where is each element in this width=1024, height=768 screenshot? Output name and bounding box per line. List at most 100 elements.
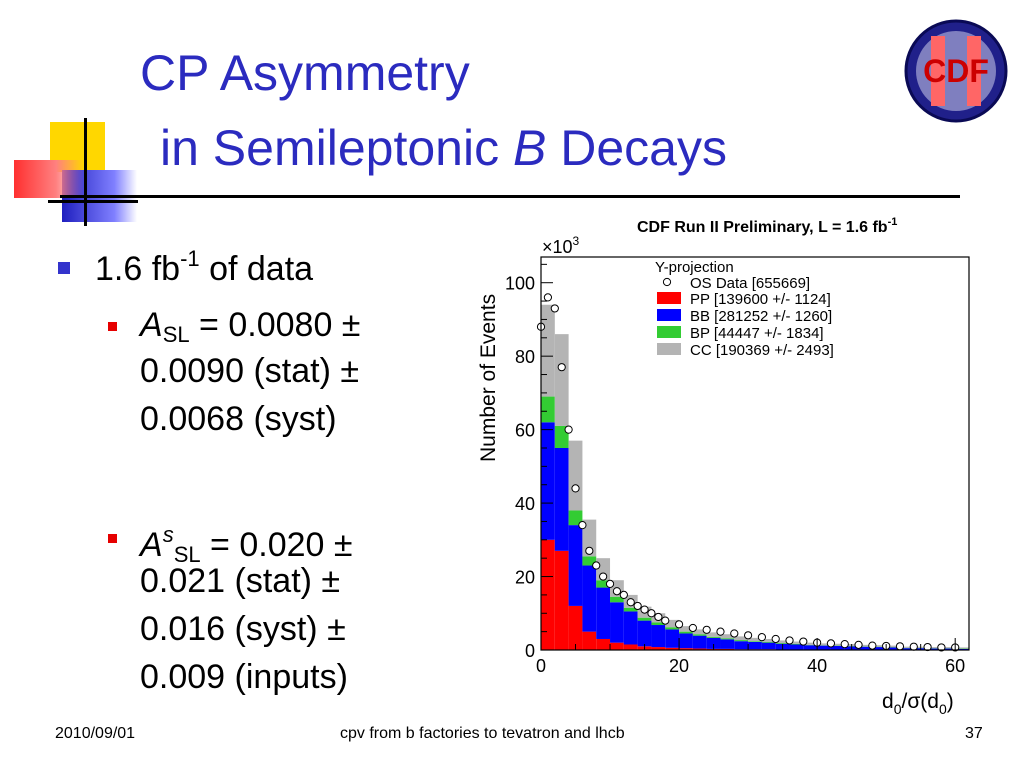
footer-center-text: cpv from b factories to tevatron and lhc… [340,725,625,742]
data-point [771,634,780,644]
data-point [730,629,739,638]
bar-bp [541,396,555,423]
data-point [647,609,656,618]
sub-bullet-marker [108,534,117,543]
bar-pp [554,550,569,650]
bar-bb [610,602,624,643]
bar-cc [720,634,735,639]
bar-bb [706,637,721,649]
y-axis-label: Number of Events [477,294,500,462]
bar-cc [541,304,555,397]
x-tick-label: 60 [945,656,965,676]
x-tick-label: 40 [807,656,827,676]
data-point [840,640,849,649]
bar-cc [568,440,583,511]
y-multiplier: ×103 [542,234,580,257]
bar-cc [761,638,776,642]
bar-pp [692,648,707,650]
bar-bb [899,648,914,650]
data-point [909,642,918,651]
bar-cc [554,334,569,426]
title-divider [60,195,960,198]
legend-swatch [657,309,681,321]
bar-bp [596,580,611,588]
data-point [557,363,566,372]
y-tick-label: 80 [515,347,535,367]
bar-bb [817,645,831,650]
bar-bb [637,620,652,647]
data-point [633,601,642,611]
x-axis-label: d0/σ(d0) [882,690,954,717]
bar-bb [541,422,555,540]
bar-bb [830,645,845,650]
data-point [571,484,580,493]
bar-bp [610,596,624,603]
bar-bp [706,636,721,638]
bar-bp [623,607,638,612]
bullet-marker [58,262,70,274]
legend-label: BB [281252 +/- 1260] [690,308,832,325]
bar-bb [803,645,818,650]
legend-label: OS Data [655669] [690,275,810,292]
bar-pp [610,642,624,650]
data-point [674,620,684,629]
cdf-logo: CDF [903,18,1009,124]
data-point [743,631,753,640]
data-point [592,561,601,570]
data-point [716,627,725,636]
data-point [661,616,670,625]
bar-cc [789,641,804,644]
legend-label: PP [139600 +/- 1124] [690,291,831,308]
bullet-as-sl-line3: 0.016 (syst) ± [140,610,346,648]
data-point [605,579,615,588]
data-point [923,642,932,652]
legend-title: Y-projection [655,259,734,276]
decor-red-square [14,160,84,198]
bar-cc [748,637,762,642]
bullet-a-sl-line3: 0.0068 (syst) [140,400,337,438]
bar-pp [568,605,583,650]
bar-bp [679,631,693,634]
data-point [619,590,628,600]
bar-bp [637,617,652,621]
bar-bp [665,627,680,630]
data-point [937,643,946,652]
bullet-as-sl: AsSL = 0.020 ± [140,522,353,567]
legend-label: CC [190369 +/- 2493] [690,342,834,359]
bar-bp [568,510,583,526]
data-point [895,642,905,651]
data-point [578,521,587,530]
y-tick-label: 0 [525,641,535,661]
sub-bullet-marker [108,322,117,331]
slide-title-line2: in Semileptonic B Decays [160,120,727,176]
bar-bb [623,611,638,645]
slide-title-line1: CP Asymmetry [140,45,470,101]
bar-bp [692,634,707,636]
bar-bb [651,625,666,648]
bar-bb [596,587,611,639]
bar-cc [830,643,845,646]
bar-cc [692,629,707,635]
bar-pp [623,644,638,650]
bar-pp [679,648,693,650]
footer-date: 2010/09/01 [55,725,136,742]
bar-bb [568,525,583,606]
decor-horizontal-short [48,200,138,203]
data-point [585,546,594,555]
bar-cc [886,645,900,648]
bar-cc [803,642,818,645]
bar-pp [665,647,680,650]
footer-page-number: 37 [965,725,983,742]
bar-bb [886,647,900,650]
bar-bp [775,643,790,644]
bar-cc [955,647,969,649]
bar-bb [582,565,597,632]
y-tick-label: 100 [505,274,535,294]
data-point [854,640,863,649]
data-point [799,637,808,646]
bar-bb [858,646,873,650]
y-tick-label: 60 [515,421,535,441]
x-tick-label: 20 [669,656,689,676]
bar-cc [899,646,914,648]
data-point [785,636,794,645]
